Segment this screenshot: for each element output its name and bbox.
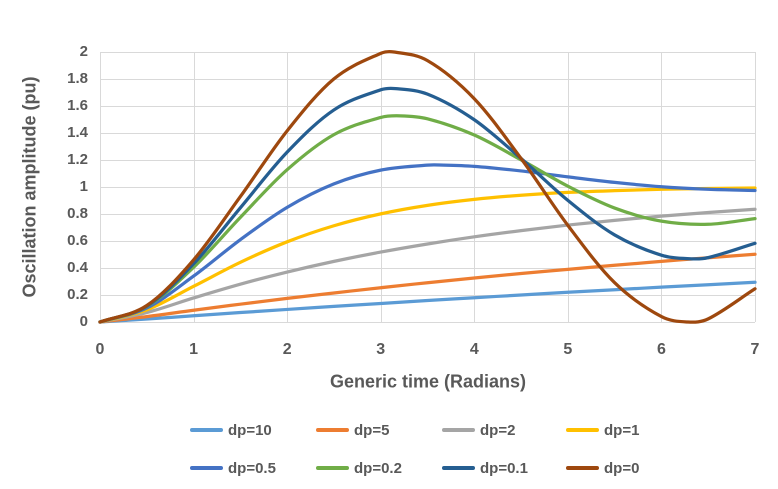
legend-label: dp=10: [228, 421, 272, 439]
legend-line-swatch: [190, 466, 223, 470]
series-line-dp-1: [98, 186, 757, 324]
legend-item-dp-10: dp=10: [190, 420, 272, 440]
x-tick-label: 3: [376, 341, 386, 358]
legend-line-swatch: [566, 428, 599, 432]
y-tick-label: 1.2: [67, 151, 88, 169]
series-line-dp-10: [98, 280, 757, 324]
x-tick-label: 2: [282, 341, 292, 358]
y-tick-label: 1.8: [67, 70, 88, 88]
x-tick-label: 7: [750, 341, 760, 358]
legend-item-dp-1: dp=1: [566, 420, 639, 440]
y-tick-label: 1.4: [67, 124, 88, 142]
legend-label: dp=0.2: [354, 459, 402, 477]
legend-item-dp-2: dp=2: [442, 420, 515, 440]
legend-line-swatch: [190, 428, 223, 432]
series-line-dp-2: [98, 207, 757, 324]
legend-item-dp-5: dp=5: [316, 420, 389, 440]
x-tick-label: 5: [563, 341, 573, 358]
legend-label: dp=1: [604, 421, 640, 439]
y-tick-label: 0: [79, 313, 88, 331]
y-tick-label: 0.2: [67, 286, 88, 304]
legend-line-swatch: [316, 428, 349, 432]
x-tick-label: 1: [189, 341, 199, 358]
legend-item-dp-0-2: dp=0.2: [316, 458, 402, 478]
x-axis-title: Generic time (Radians): [329, 371, 527, 392]
series-line-dp-0-5: [98, 163, 757, 324]
legend-label: dp=2: [480, 421, 516, 439]
y-tick-label: 1.6: [67, 97, 88, 115]
legend-label: dp=5: [354, 421, 390, 439]
legend-label: dp=0.5: [228, 459, 276, 477]
x-tick-label: 0: [95, 341, 105, 358]
y-tick-label: 0.6: [67, 232, 88, 250]
series-line-dp-5: [98, 252, 757, 324]
y-tick-label: 1: [79, 178, 88, 196]
legend-line-swatch: [442, 466, 475, 470]
legend-label: dp=0: [604, 459, 640, 477]
legend-line-swatch: [442, 428, 475, 432]
y-tick-label: 0.4: [67, 259, 88, 277]
legend-label: dp=0.1: [480, 459, 528, 477]
x-tick-label: 4: [469, 341, 479, 358]
y-tick-label: 2: [79, 43, 88, 61]
y-tick-label: 0.8: [67, 205, 88, 223]
legend-item-dp-0-5: dp=0.5: [190, 458, 276, 478]
x-tick-label: 6: [656, 341, 666, 358]
series-line-dp-0-1: [98, 86, 757, 324]
legend-line-swatch: [316, 466, 349, 470]
legend-item-dp-0: dp=0: [566, 458, 639, 478]
legend-item-dp-0-1: dp=0.1: [442, 458, 528, 478]
series-line-dp-0: [98, 49, 757, 324]
legend-line-swatch: [566, 466, 599, 470]
series-line-dp-0-2: [98, 114, 757, 324]
